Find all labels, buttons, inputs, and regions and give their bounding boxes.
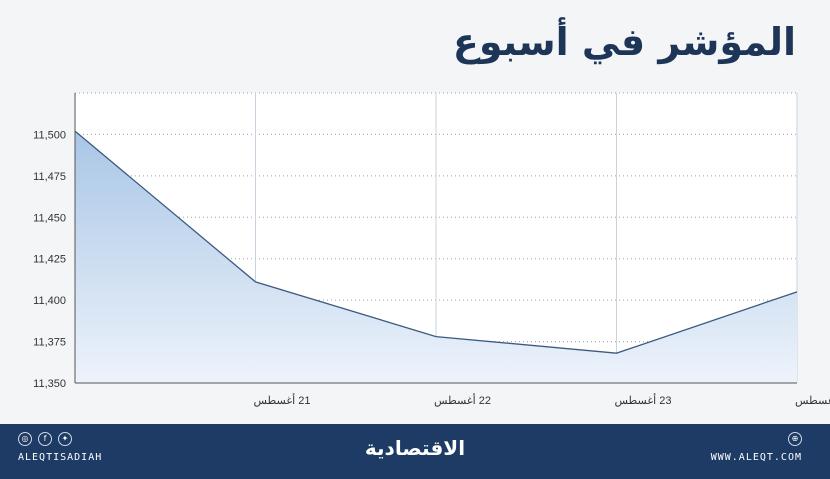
series-line — [74, 130, 798, 354]
globe-icon: ⊕ — [788, 432, 802, 446]
y-tick-label: 11,350 — [33, 378, 66, 390]
chart-title: المؤشر في أسبوع — [452, 20, 796, 64]
facebook-icon[interactable]: f — [38, 432, 52, 446]
twitter-icon[interactable]: ✦ — [58, 432, 72, 446]
x-tick-label: 23 أغسطس — [615, 393, 672, 407]
line-area-chart: 11,350 11,375 11,400 11,425 11,450 11,475 11,5… — [33, 92, 830, 407]
social-links-left: ◎ f ✦ ALEQTISADIAH — [18, 432, 102, 463]
website-url[interactable]: WWW.ALEQT.COM — [710, 452, 802, 463]
brand-logo-text: الاقتصادية — [364, 436, 466, 460]
area-fill — [75, 131, 797, 383]
x-tick-label: 22 أغسطس — [434, 393, 491, 407]
y-tick-label: 11,500 — [33, 129, 66, 141]
x-tick-label: 24 أغسطس — [795, 393, 830, 407]
y-tick-label: 11,450 — [33, 212, 66, 224]
x-tick-label: 21 أغسطس — [254, 393, 311, 407]
footer-bar: ◎ f ✦ ALEQTISADIAH الاقتصادية ⊕ WWW.ALEQ… — [0, 424, 830, 479]
y-tick-label: 11,375 — [33, 337, 66, 349]
y-tick-label: 11,425 — [33, 254, 66, 266]
y-tick-label: 11,475 — [33, 171, 66, 183]
website-link: ⊕ WWW.ALEQT.COM — [711, 432, 802, 463]
y-tick-label: 11,400 — [33, 295, 66, 307]
social-handle[interactable]: ALEQTISADIAH — [18, 452, 103, 463]
instagram-icon[interactable]: ◎ — [18, 432, 32, 446]
